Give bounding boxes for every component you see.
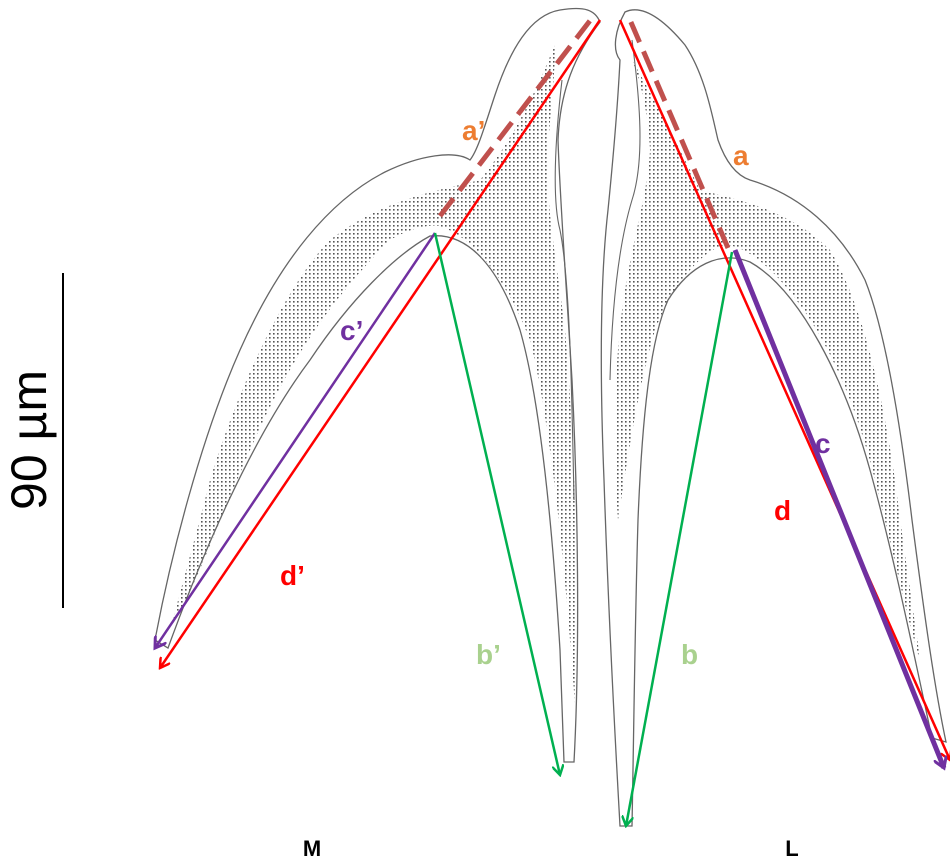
label-d: d [774,495,791,526]
scale-label: 90 µm [1,370,57,510]
vector-d-prime [160,19,602,668]
vector-c [732,249,944,768]
outline-lateral [600,9,947,827]
vector-c-prime [155,232,437,648]
vector-b [626,251,734,826]
stalk-lateral [609,39,641,381]
vector-d [618,19,950,760]
stipple-medial [172,45,578,720]
stipple-lateral [614,60,920,660]
label-b: b [681,639,698,670]
stalk-medial [554,79,575,501]
vector-a-prime [438,16,594,218]
label-a-prime: a’ [462,115,485,146]
label-c: c [815,428,831,459]
outline-medial [154,7,601,763]
group-lateral: L [785,836,798,861]
group-medial: M [303,836,321,861]
label-c-prime: c’ [340,315,363,346]
vector-a [627,19,731,249]
label-b-prime: b’ [476,639,501,670]
label-a: a [733,140,749,171]
vector-b-prime [433,232,560,775]
label-d-prime: d’ [280,560,305,591]
